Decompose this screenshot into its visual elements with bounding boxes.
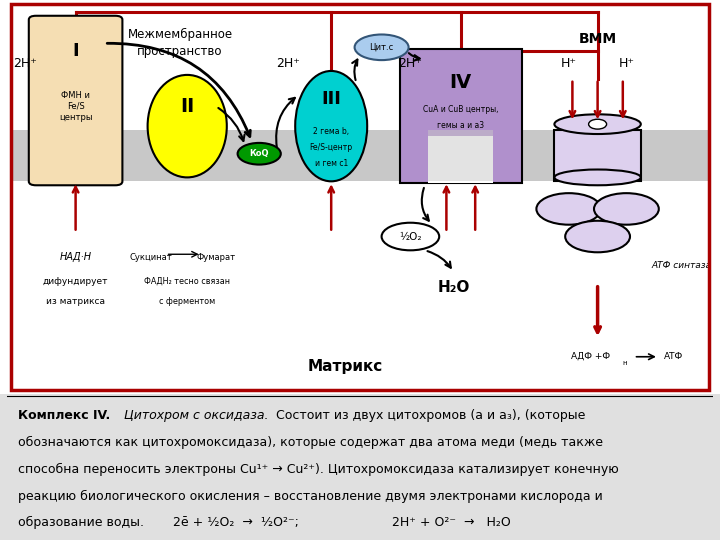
FancyBboxPatch shape	[29, 16, 122, 185]
Text: н: н	[623, 360, 627, 366]
FancyBboxPatch shape	[400, 49, 522, 183]
Text: гемы а и а3: гемы а и а3	[437, 121, 485, 130]
Text: 2 гема b,: 2 гема b,	[313, 127, 349, 136]
Ellipse shape	[295, 71, 367, 181]
Text: III: III	[321, 90, 341, 107]
Text: Fe/S-центр: Fe/S-центр	[310, 143, 353, 152]
Ellipse shape	[536, 193, 601, 225]
Text: НАД·Н: НАД·Н	[60, 252, 91, 262]
Ellipse shape	[565, 221, 630, 252]
Bar	[11, 130, 709, 181]
Text: 2H⁺ + O²⁻  →   H₂O: 2H⁺ + O²⁻ → H₂O	[392, 516, 510, 529]
Bar	[428, 130, 493, 181]
Text: образование воды.: образование воды.	[18, 516, 144, 529]
Text: АТФ синтаза: АТФ синтаза	[652, 261, 711, 270]
Text: Цит.с: Цит.с	[369, 43, 394, 52]
Ellipse shape	[554, 114, 641, 134]
Ellipse shape	[382, 222, 439, 251]
Text: II: II	[180, 97, 194, 116]
Ellipse shape	[554, 170, 641, 185]
Text: реакцию биологического окисления – восстановление двумя электронами кислорода и: реакцию биологического окисления – восст…	[18, 489, 603, 503]
Ellipse shape	[589, 119, 606, 129]
Text: Матрикс: Матрикс	[308, 360, 383, 375]
Text: способна переносить электроны Cu¹⁺ → Cu²⁺). Цитохромоксидаза катализирует конечн: способна переносить электроны Cu¹⁺ → Cu²…	[18, 463, 618, 476]
Text: обозначаются как цитохромоксидаза), которые содержат два атома меди (медь также: обозначаются как цитохромоксидаза), кото…	[18, 436, 603, 449]
Text: дифундирует: дифундирует	[43, 277, 108, 286]
Text: КоQ: КоQ	[249, 149, 269, 158]
Text: Фумарат: Фумарат	[197, 253, 235, 262]
Text: H₂O: H₂O	[438, 280, 469, 295]
Text: Межмембранное
пространство: Межмембранное пространство	[127, 28, 233, 58]
Text: АДФ +Ф: АДФ +Ф	[571, 352, 610, 361]
Bar	[554, 130, 641, 181]
Text: Состоит из двух цитохромов (а и а₃), (которые: Состоит из двух цитохромов (а и а₃), (ко…	[271, 409, 585, 422]
Text: CuA и CuB центры,: CuA и CuB центры,	[423, 105, 498, 114]
Ellipse shape	[238, 143, 281, 165]
Text: ФМН и
Fe/S
центры: ФМН и Fe/S центры	[59, 91, 92, 122]
Text: АТФ: АТФ	[664, 352, 683, 361]
Text: H⁺: H⁺	[618, 57, 634, 70]
Text: IV: IV	[450, 73, 472, 92]
Ellipse shape	[148, 75, 227, 177]
Text: Цитохром с оксидаза.: Цитохром с оксидаза.	[120, 409, 269, 422]
Ellipse shape	[594, 193, 659, 225]
Text: 2ē + ½O₂  →  ½O²⁻;: 2ē + ½O₂ → ½O²⁻;	[173, 516, 299, 529]
Text: 2H⁺: 2H⁺	[276, 57, 300, 70]
Text: Сукцинат: Сукцинат	[130, 253, 173, 262]
Text: ВММ: ВММ	[579, 32, 616, 46]
Text: ½O₂: ½O₂	[399, 232, 422, 241]
Bar	[428, 136, 493, 183]
Text: 2H⁺: 2H⁺	[398, 57, 423, 70]
Text: и гем c1: и гем c1	[315, 159, 348, 167]
Text: 2H⁺: 2H⁺	[13, 57, 37, 70]
Text: с ферментом: с ферментом	[159, 296, 215, 306]
Text: I: I	[72, 42, 79, 60]
Text: Комплекс IV.: Комплекс IV.	[18, 409, 110, 422]
Ellipse shape	[355, 35, 409, 60]
Text: из матрикса: из матрикса	[46, 296, 105, 306]
Text: ФАДН₂ тесно связан: ФАДН₂ тесно связан	[144, 277, 230, 286]
Text: H⁺: H⁺	[561, 57, 577, 70]
